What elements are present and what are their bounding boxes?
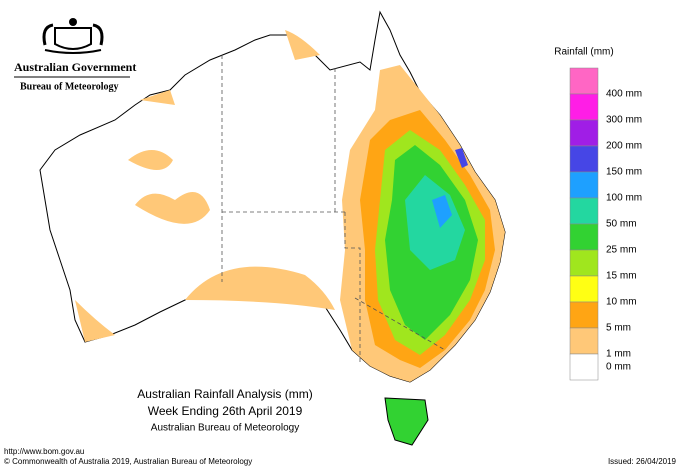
legend-swatch	[569, 119, 599, 147]
rain-50mm	[405, 175, 465, 270]
legend-swatch	[569, 67, 599, 95]
tasmania	[384, 397, 429, 446]
legend-label: 1 mm	[606, 349, 631, 360]
government-name: Australian Government	[14, 60, 136, 74]
legend-swatch	[569, 249, 599, 277]
legend-label: 400 mm	[606, 89, 642, 100]
legend-label: 100 mm	[606, 193, 642, 204]
legend-label: 0 mm	[606, 362, 631, 373]
legend-title: Rainfall (mm)	[554, 47, 613, 58]
legend-swatch	[569, 93, 599, 121]
rain-150mm	[455, 148, 468, 168]
legend-swatch	[569, 197, 599, 225]
footer-issued: Issued: 26/04/2019	[608, 457, 677, 466]
legend-swatch	[569, 275, 599, 303]
legend-swatch	[569, 223, 599, 251]
legend-label: 150 mm	[606, 167, 642, 178]
legend-label: 10 mm	[606, 297, 637, 308]
rain-west	[75, 150, 335, 342]
legend-swatch	[569, 353, 599, 381]
legend-label: 25 mm	[606, 245, 637, 256]
legend-label: 50 mm	[606, 219, 637, 230]
coat-of-arms	[42, 18, 104, 54]
map	[39, 10, 506, 446]
caption-title: Australian Rainfall Analysis (mm)	[137, 387, 312, 401]
legend-swatch	[569, 145, 599, 173]
legend: 400 mm 300 mm 200 mm 150 mm 100 mm 50 mm 25 mm…	[569, 67, 642, 381]
legend-label: 15 mm	[606, 271, 637, 282]
legend-label: 300 mm	[606, 115, 642, 126]
caption-source: Australian Bureau of Meteorology	[151, 423, 299, 434]
footer-url: http://www.bom.gov.au	[4, 447, 84, 456]
legend-swatch	[569, 171, 599, 199]
rain-100mm	[432, 195, 452, 228]
caption-period: Week Ending 26th April 2019	[148, 404, 303, 418]
footer-copyright: © Commonwealth of Australia 2019, Austra…	[4, 457, 252, 466]
state-border	[221, 55, 446, 365]
legend-label: 5 mm	[606, 323, 631, 334]
rain-north	[140, 30, 320, 105]
legend-swatch	[569, 301, 599, 329]
legend-swatch	[569, 327, 599, 355]
agency-name: Bureau of Meteorology	[20, 81, 119, 92]
legend-label: 200 mm	[606, 141, 642, 152]
